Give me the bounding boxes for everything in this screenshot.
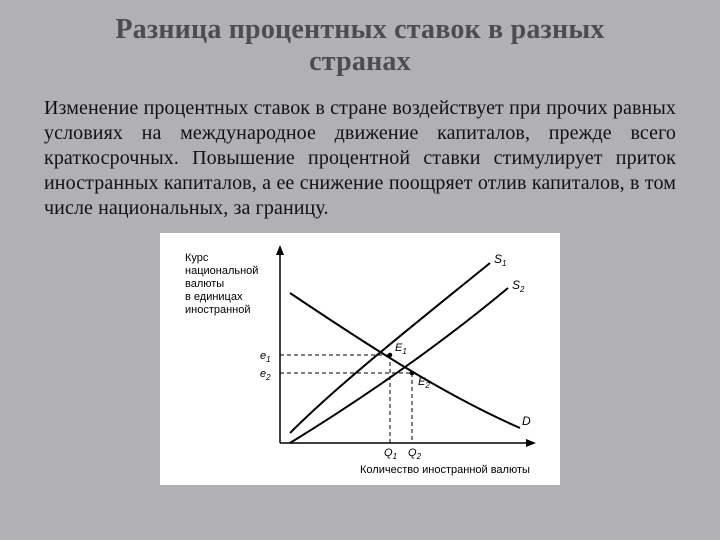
body-paragraph: Изменение процентных ставок в стране воз… — [44, 96, 676, 221]
slide: Разница процентных ставок в разных стран… — [0, 0, 720, 540]
label-s1: S1 — [494, 252, 506, 268]
supply-demand-chart: S1 S2 D E1 E2 e1 e2 Q1 — [160, 233, 560, 485]
curve-d — [290, 293, 520, 428]
label-d: D — [522, 414, 531, 428]
y-axis-label: Курс национальной валюты в единицах инос… — [185, 252, 262, 316]
y-axis-arrow — [276, 245, 284, 255]
point-e1 — [388, 353, 393, 358]
xtick-q2: Q2 — [408, 447, 422, 461]
x-axis-arrow — [526, 439, 536, 447]
title-line-1: Разница процентных ставок в разных — [115, 14, 604, 45]
label-s2: S2 — [512, 278, 525, 294]
label-e2: E2 — [418, 376, 430, 390]
xtick-q1: Q1 — [384, 447, 397, 461]
title-line-2: странах — [309, 46, 411, 77]
label-e1: E1 — [395, 342, 407, 356]
ytick-e1: e1 — [260, 350, 271, 364]
chart-svg: S1 S2 D E1 E2 e1 e2 Q1 — [160, 233, 560, 485]
point-e2 — [410, 371, 415, 376]
curve-s2 — [290, 288, 508, 443]
ytick-e2: e2 — [260, 368, 271, 382]
slide-title: Разница процентных ставок в разных стран… — [44, 0, 676, 78]
x-axis-label: Количество иностранной валюты — [360, 464, 530, 476]
